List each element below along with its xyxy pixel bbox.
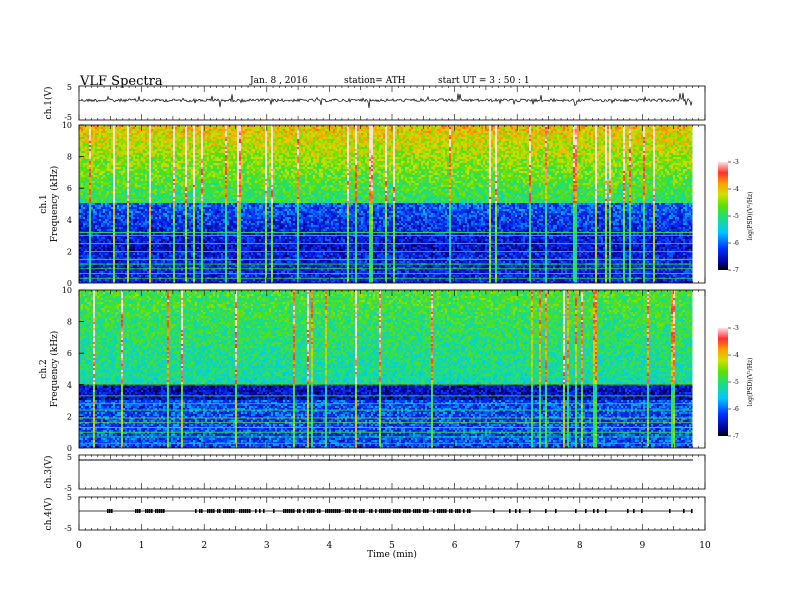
- ch1-colorbar-ticks: -3 -4 -5 -6 -7: [728, 159, 739, 274]
- x-tick-label: 3: [264, 541, 270, 551]
- x-tick-label: 8: [577, 541, 583, 551]
- ch1-waveform-line: [79, 93, 692, 108]
- ch1-spectrogram-image: [79, 125, 705, 283]
- ch4-waveform-line: [79, 509, 693, 513]
- colorbar-tick-label: -5: [733, 379, 739, 386]
- freq-tick-label: 10: [62, 286, 72, 295]
- freq-tick-label: 2: [67, 412, 72, 421]
- ch4-waveform-ylabel: ch.4(V): [43, 498, 54, 531]
- ch3-ytick-5: 5: [67, 453, 72, 462]
- colorbar-tick-label: -6: [733, 406, 739, 413]
- ch1-channel-label: ch.1: [39, 194, 49, 213]
- colorbar-tick-label: -3: [733, 325, 739, 332]
- header-station: station= ATH: [344, 76, 406, 86]
- colorbar-tick-label: -5: [733, 213, 739, 220]
- ch2-colorbar-ticks: -3 -4 -5 -6 -7: [728, 325, 739, 440]
- x-tick-label: 7: [514, 541, 520, 551]
- freq-tick-label: 0: [67, 444, 72, 453]
- freq-tick-label: 6: [67, 349, 72, 358]
- colorbar-tick-label: -7: [733, 267, 739, 274]
- freq-tick-label: 4: [67, 381, 72, 390]
- freq-tick-label: 10: [62, 121, 72, 130]
- ch2-spectrogram-image: [79, 290, 705, 448]
- ch4-ytick-5: 5: [67, 493, 72, 502]
- ch1-colorbar: [718, 162, 728, 270]
- colorbar-tick-label: -6: [733, 240, 739, 247]
- x-tick-label: 1: [139, 541, 145, 551]
- colorbar-tick-label: -4: [733, 352, 739, 359]
- x-tick-label: 10: [699, 541, 711, 551]
- ch1-ytick-5: 5: [67, 83, 72, 92]
- panel-ch3-waveform: 5 -5 ch.3(V): [43, 453, 705, 493]
- x-tick-label: 9: [640, 541, 646, 551]
- ch3-ytick-m5: -5: [64, 484, 72, 493]
- freq-tick-label: 8: [67, 153, 72, 162]
- ch1-frequency-label: Frequency (kHz): [49, 166, 60, 243]
- ch2-colorbar: [718, 328, 728, 436]
- header-start-time: start UT = 3 : 50 : 1: [438, 76, 530, 86]
- header-date: Jan. 8 , 2016: [249, 76, 308, 86]
- ch2-frequency-label: Frequency (kHz): [49, 331, 60, 408]
- colorbar-tick-label: -4: [733, 186, 739, 193]
- panel-ch4-waveform: 5 -5 ch.4(V): [43, 493, 705, 533]
- x-tick-label: 0: [76, 541, 82, 551]
- ch3-waveform-ylabel: ch.3(V): [43, 456, 54, 489]
- freq-tick-label: 2: [67, 247, 72, 256]
- ch1-colorbar-label: log(PSD)(V²/Hz): [747, 192, 754, 241]
- ch2-colorbar-label: log(PSD)(V²/Hz): [747, 358, 754, 407]
- ch2-channel-label: ch.2: [39, 359, 49, 378]
- freq-tick-label: 4: [67, 216, 72, 225]
- ch4-ytick-m5: -5: [64, 524, 72, 533]
- vlf-figure: VLF Spectra Jan. 8 , 2016 station= ATH s…: [0, 0, 792, 612]
- colorbar-tick-label: -3: [733, 159, 739, 166]
- freq-tick-label: 6: [67, 184, 72, 193]
- x-tick-label: 4: [327, 541, 333, 551]
- x-tick-label: 6: [452, 541, 458, 551]
- freq-tick-label: 8: [67, 318, 72, 327]
- x-tick-label: 2: [201, 541, 207, 551]
- x-axis-label: Time (min): [367, 549, 417, 560]
- ch1-waveform-ylabel: ch.1(V): [43, 87, 54, 120]
- colorbar-tick-label: -7: [733, 433, 739, 440]
